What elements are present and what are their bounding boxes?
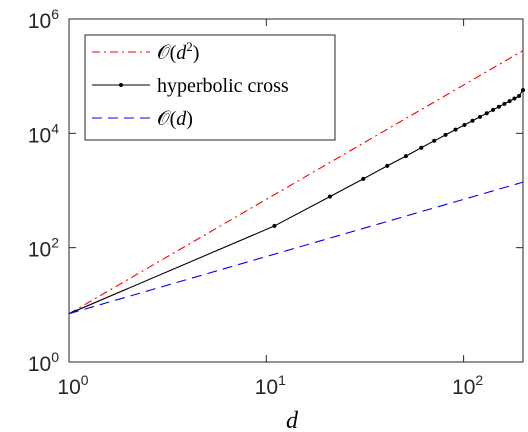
legend-label: hyperbolic cross <box>157 75 289 97</box>
series-point <box>477 114 482 119</box>
legend-marker <box>119 83 123 87</box>
legend-entry-0: 𝒪(d2) <box>92 39 199 64</box>
series-point <box>327 194 332 199</box>
series-point <box>361 176 366 181</box>
series-1 <box>68 88 525 315</box>
ticks-layer: 100 101 102 100 102 104 106 <box>28 6 523 399</box>
series-point <box>491 107 496 112</box>
series-point <box>470 118 475 123</box>
series-point <box>403 154 408 159</box>
series-point <box>484 111 489 116</box>
x-tick-label: 100 <box>57 372 88 399</box>
series-point <box>512 96 517 101</box>
legend-entry-1: hyperbolic cross <box>92 75 289 97</box>
series-point <box>419 145 424 150</box>
legend-entry-2: 𝒪(d) <box>92 108 193 130</box>
series-point <box>517 93 522 98</box>
y-tick-label: 102 <box>28 235 59 262</box>
series-point <box>507 99 512 104</box>
series-layer <box>68 50 525 315</box>
legend: 𝒪(d2) hyperbolic cross 𝒪(d) <box>84 34 336 141</box>
series-point <box>432 138 437 143</box>
y-tick-label: 106 <box>28 6 59 33</box>
series-point <box>462 122 467 127</box>
series-point <box>272 223 277 228</box>
y-tick-label: 100 <box>28 349 59 376</box>
series-point <box>385 163 390 168</box>
series-point <box>443 132 448 137</box>
series-point <box>521 88 525 93</box>
series-0 <box>68 50 524 315</box>
series-point <box>453 127 458 132</box>
y-tick-label: 104 <box>28 120 59 147</box>
legend-box <box>84 34 336 141</box>
series-line-0 <box>68 50 524 315</box>
x-axis-label: d <box>286 408 299 432</box>
series-line-2 <box>68 181 524 315</box>
legend-label: 𝒪(d2) <box>157 39 199 64</box>
legend-label: 𝒪(d) <box>157 108 193 130</box>
series-point <box>502 101 507 106</box>
series-point <box>496 104 501 109</box>
series-2 <box>68 181 524 315</box>
x-tick-label: 102 <box>452 372 483 399</box>
x-tick-label: 101 <box>255 372 286 399</box>
